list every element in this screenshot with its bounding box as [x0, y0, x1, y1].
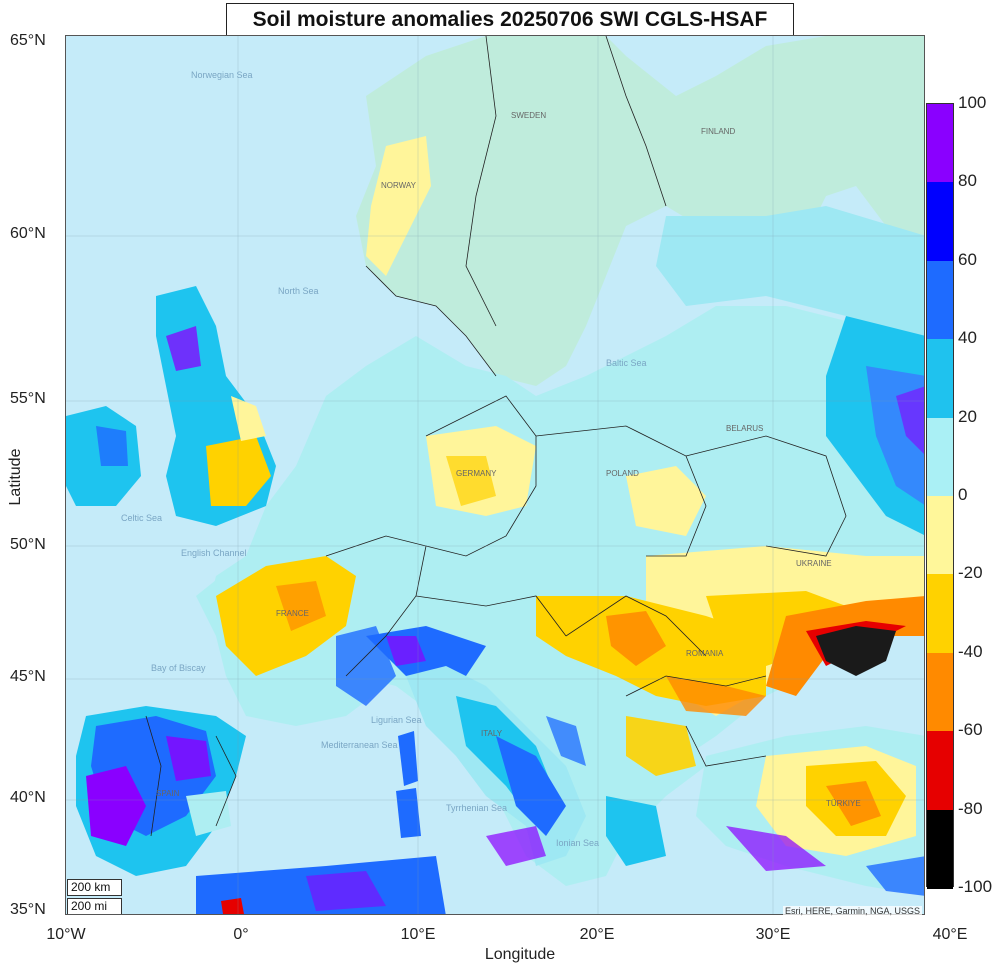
colorbar — [926, 103, 954, 889]
label-english-channel: English Channel — [181, 548, 247, 558]
label-north-sea: North Sea — [278, 286, 319, 296]
colorbar-segment — [927, 182, 953, 262]
y-axis-label: Latitude — [7, 448, 24, 506]
colorbar-segment — [927, 496, 953, 575]
label-norway: NORWAY — [381, 181, 417, 190]
colorbar-tick-label: 60 — [958, 249, 977, 269]
scandinavia-land — [356, 36, 924, 386]
x-axis-label: Longitude — [484, 946, 556, 963]
y-tick-50: 50°N — [10, 536, 46, 553]
label-turkiye: TÜRKIYE — [826, 799, 861, 808]
label-germany: GERMANY — [456, 469, 497, 478]
norway-dry — [366, 136, 431, 276]
label-norwegian-sea: Norwegian Sea — [191, 70, 253, 80]
map-area[interactable]: Norwegian Sea North Sea Baltic Sea Medit… — [65, 35, 925, 915]
x-tick-10e: 10°E — [400, 926, 436, 943]
colorbar-segment — [927, 809, 953, 889]
england-dry — [206, 436, 271, 506]
y-tick-35: 35°N — [10, 901, 46, 918]
x-tick-40e: 40°E — [932, 926, 968, 943]
chart-title: Soil moisture anomalies 20250706 SWI CGL… — [226, 3, 794, 37]
colorbar-tick-label: -60 — [958, 720, 983, 740]
colorbar-tick-label: 80 — [958, 171, 977, 191]
label-ionian-sea: Ionian Sea — [556, 838, 599, 848]
label-spain: SPAIN — [156, 789, 180, 798]
label-poland: POLAND — [606, 469, 639, 478]
y-tick-60: 60°N — [10, 225, 46, 242]
scale-bar-mi: 200 mi — [67, 898, 122, 914]
colorbar-tick-label: -20 — [958, 563, 983, 583]
x-tick-30e: 30°E — [755, 926, 791, 943]
south-italy-wet — [496, 736, 566, 836]
x-tick-10w: 10°W — [46, 926, 86, 943]
y-tick-45: 45°N — [10, 668, 46, 685]
soil-moisture-map: Norwegian Sea North Sea Baltic Sea Medit… — [66, 36, 924, 914]
colorbar-tick-label: 100 — [958, 93, 987, 112]
colorbar-tick-label: 20 — [958, 406, 977, 426]
colorbar-tick-label: -40 — [958, 641, 983, 661]
crimea-extreme — [816, 626, 896, 676]
scale-bar-km: 200 km — [67, 879, 122, 896]
label-sweden: SWEDEN — [511, 111, 546, 120]
label-italy: ITALY — [481, 729, 503, 738]
x-tick-0: 0° — [233, 926, 249, 943]
colorbar-segment — [927, 652, 953, 732]
label-baltic-sea: Baltic Sea — [606, 358, 647, 368]
colorbar-segment — [927, 417, 953, 497]
map-attribution: Esri, HERE, Garmin, NGA, USGS — [782, 906, 922, 916]
label-belarus: BELARUS — [726, 424, 763, 433]
label-bay-of-biscay: Bay of Biscay — [151, 663, 206, 673]
label-ligurian-sea: Ligurian Sea — [371, 715, 422, 725]
colorbar-segment — [927, 574, 953, 654]
y-tick-55: 55°N — [10, 390, 46, 407]
label-finland: FINLAND — [701, 127, 735, 136]
label-romania: ROMANIA — [686, 649, 724, 658]
colorbar-tick-label: -100 — [958, 877, 993, 896]
y-tick-65: 65°N — [10, 32, 46, 49]
label-celtic-sea: Celtic Sea — [121, 513, 162, 523]
country-borders — [145, 36, 847, 837]
colorbar-tick-label: 40 — [958, 328, 977, 348]
graticule — [66, 36, 924, 914]
colorbar-segment — [927, 260, 953, 340]
colorbar-tick-label: -80 — [958, 798, 983, 818]
y-tick-40: 40°N — [10, 789, 46, 806]
label-france: FRANCE — [276, 609, 309, 618]
x-tick-20e: 20°E — [579, 926, 615, 943]
label-mediterranean-sea: Mediterranean Sea — [321, 740, 398, 750]
colorbar-segment — [927, 104, 953, 183]
label-tyrrhenian-sea: Tyrrhenian Sea — [446, 803, 507, 813]
baltic-east-wet — [656, 206, 924, 336]
colorbar-segment — [927, 731, 953, 811]
colorbar-tick-label: 0 — [958, 485, 968, 504]
colorbar-segment — [927, 339, 953, 419]
label-ukraine: UKRAINE — [796, 559, 832, 568]
